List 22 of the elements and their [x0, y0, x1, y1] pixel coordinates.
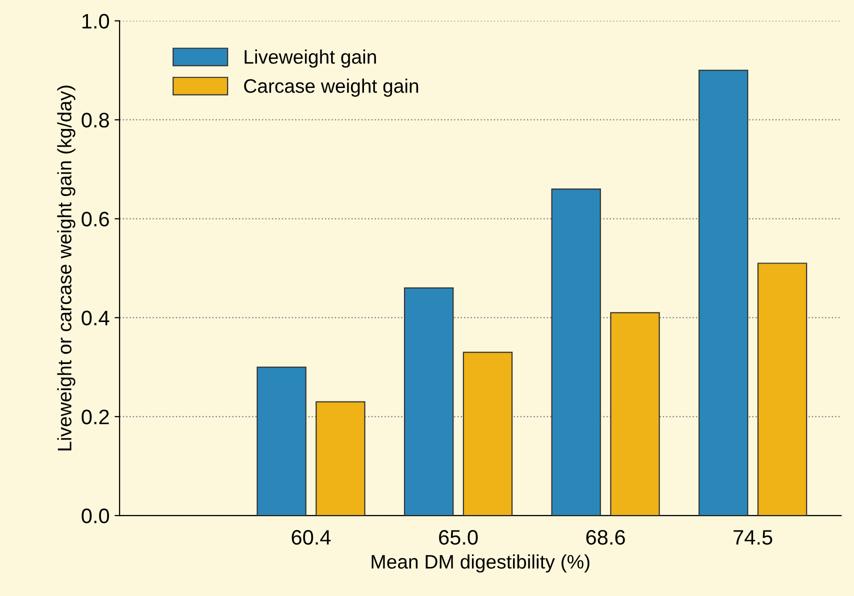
legend-label: Carcase weight gain: [244, 78, 418, 97]
y-tick-label: 1.0: [82, 14, 110, 29]
bar: [757, 262, 808, 516]
x-tick-label: 65.0: [439, 530, 478, 545]
x-tick-label: 60.4: [292, 530, 331, 545]
y-tick-label: 0.8: [82, 112, 109, 128]
y-tick-label: 0.4: [82, 310, 110, 326]
y-tick-label: 0.2: [82, 410, 109, 424]
bar: [256, 366, 306, 516]
bar: [462, 352, 513, 516]
bar: [551, 188, 601, 516]
y-tick-label: 0.0: [82, 508, 110, 524]
bar: [404, 287, 454, 516]
y-tick-label: 0.6: [82, 212, 109, 226]
x-tick-label: 68.6: [586, 530, 625, 545]
legend-label: Liveweight gain: [244, 50, 376, 68]
bar: [610, 312, 660, 516]
x-tick-label: 74.5: [734, 530, 772, 545]
y-axis-title: Liveweight or carcase weight gain (kg/day): [57, 86, 76, 450]
bar: [698, 70, 748, 516]
bar: [316, 401, 366, 516]
x-axis-title: Mean DM digestibility (%): [372, 554, 590, 573]
